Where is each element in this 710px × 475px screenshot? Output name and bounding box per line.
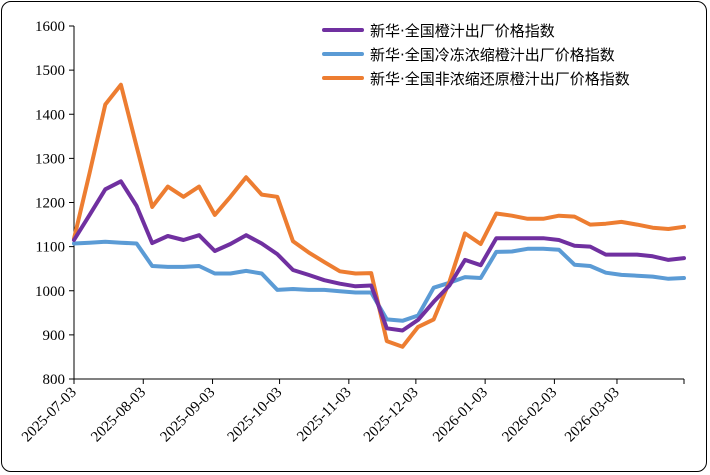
- x-tick-label: 2026-02-03: [499, 385, 560, 446]
- series-line-0: [72, 179, 686, 333]
- y-tick-label: 1100: [36, 240, 65, 256]
- x-tick-label: 2025-09-03: [158, 385, 219, 446]
- legend-label-2: 新华·全国非浓缩还原橙汁出厂价格指数: [370, 70, 630, 88]
- x-tick-label: 2025-07-03: [19, 385, 80, 446]
- y-tick-label: 800: [43, 372, 66, 388]
- x-axis: 2025-07-03 2025-08-03 2025-09-03 2025-10-03…: [19, 378, 685, 446]
- y-axis-ticks: 800 900 1000 1100 1200 1300 1400 1500 1600: [35, 19, 75, 388]
- x-tick-label: 2025-11-03: [294, 385, 354, 445]
- x-tick-label: 2025-12-03: [361, 385, 422, 446]
- y-tick-label: 1200: [35, 196, 65, 212]
- x-tick-label: 2025-08-03: [88, 385, 149, 446]
- legend-label-0: 新华·全国橙汁出厂价格指数: [370, 22, 555, 40]
- y-tick-label: 1500: [35, 63, 65, 79]
- legend-label-1: 新华·全国冷冻浓缩橙汁出厂价格指数: [370, 46, 615, 64]
- y-tick-label: 1400: [35, 107, 65, 123]
- series-lines: [72, 82, 686, 349]
- x-tick-label: 2026-03-03: [562, 385, 623, 446]
- y-tick-label: 1600: [35, 19, 65, 35]
- y-tick-label: 1300: [35, 151, 65, 167]
- legend: 新华·全国橙汁出厂价格指数新华·全国冷冻浓缩橙汁出厂价格指数新华·全国非浓缩还原…: [322, 22, 630, 88]
- x-tick-label: 2025-10-03: [225, 385, 286, 446]
- y-tick-label: 1000: [35, 284, 65, 300]
- x-tick-label: 2026-01-03: [430, 385, 491, 446]
- y-tick-label: 900: [43, 328, 66, 344]
